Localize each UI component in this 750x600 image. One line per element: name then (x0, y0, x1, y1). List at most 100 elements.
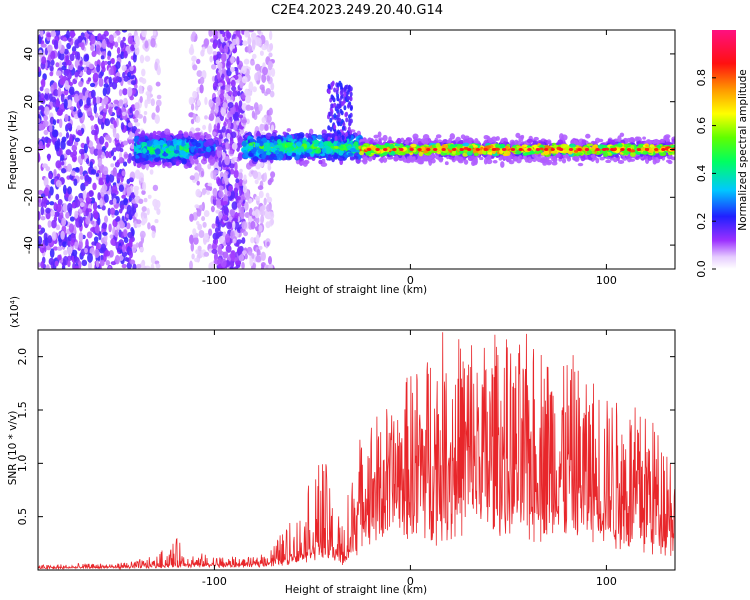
spectrogram-cell (57, 40, 62, 51)
spectrogram-cell (118, 89, 123, 97)
spectrogram-cell (101, 33, 107, 40)
spectrogram-cell (49, 71, 54, 77)
spectrogram-cell (107, 207, 111, 217)
spectrogram-cell (69, 53, 75, 62)
spectrogram-cell (104, 141, 109, 148)
spectrogram-cell (222, 102, 228, 110)
spectrogram-cell (199, 76, 205, 85)
spectrogram-cell (88, 30, 95, 33)
spectrogram-cell (196, 99, 201, 107)
spectrogram-cell (49, 201, 55, 206)
spectrogram-cell (77, 64, 81, 75)
spectrogram-cell (270, 82, 275, 91)
spectrogram-cell (66, 202, 73, 213)
spectrogram-cell (97, 157, 103, 167)
spectrogram-cell (183, 132, 189, 138)
spectrogram-cell (120, 122, 125, 131)
spectrogram-cell (147, 222, 151, 230)
spectrogram-cell (95, 44, 101, 55)
spectrogram-cell (90, 89, 96, 99)
spectrogram-cell (118, 108, 122, 115)
spectrogram-cell (227, 190, 232, 197)
spectrogram-cell (254, 208, 260, 219)
spectrogram-cell (224, 84, 231, 92)
spectrogram-cell (181, 158, 187, 165)
spectrogram-cell (188, 96, 194, 106)
spectrogram-cell (201, 188, 207, 196)
spectrogram-cell (93, 236, 99, 243)
spectrogram-cell (227, 119, 231, 129)
spectrogram-cell (54, 140, 61, 150)
spectrogram-cell (213, 54, 217, 61)
spectrogram-cell (62, 184, 67, 195)
spectrogram-cell (334, 106, 338, 112)
spectrogram-cell (108, 106, 113, 116)
spectrogram-cell (347, 126, 351, 132)
spectrogram-cell (347, 103, 350, 109)
spectrogram-cell (104, 250, 110, 257)
spectrogram-cell (82, 95, 87, 101)
spectrogram-cell (116, 46, 121, 55)
spectrogram-cell (275, 150, 280, 154)
spectrogram-cell (208, 262, 213, 269)
spectrogram-cell (136, 223, 142, 228)
spectrogram-cell (197, 148, 202, 154)
spectrogram-cell (139, 77, 145, 83)
spectrogram-cell (191, 55, 197, 62)
spectrogram-cell (230, 253, 235, 262)
spectrogram-cell (89, 82, 96, 88)
spectrogram-cell (43, 115, 49, 121)
spectrogram-cell (244, 253, 248, 260)
spectrogram-cell (152, 184, 159, 192)
spectrogram-cell (237, 152, 243, 161)
spectrogram-cell (66, 30, 71, 40)
spectrogram-cell (113, 99, 120, 105)
spectrogram-cell (123, 153, 130, 159)
spectrogram-cell (94, 60, 98, 67)
spectrogram-cell (265, 221, 271, 229)
spectrogram-cell (79, 60, 83, 67)
spectrogram-cell (218, 190, 224, 198)
spectrogram-cell (122, 111, 126, 117)
spectrogram-cell (61, 65, 67, 71)
spectrogram-cell (141, 30, 147, 38)
spectrogram-cell (215, 198, 221, 208)
spectrogram-cell (339, 108, 343, 114)
spectrogram-cell (210, 205, 215, 213)
spectrogram-cell (190, 159, 195, 165)
spectrogram-cell (254, 195, 261, 201)
spectrogram-cell (175, 161, 180, 166)
spectrogram-cell (150, 255, 157, 265)
spectrogram-cell (561, 158, 567, 164)
spectrogram-cell (136, 219, 142, 225)
spectrogram-cell (55, 203, 62, 213)
spectrogram-cell (254, 216, 260, 224)
spectrogram-cell (122, 36, 126, 42)
spectrogram-cell (78, 80, 84, 88)
spectrogram-cell (193, 172, 200, 182)
spectrogram-cell (94, 112, 99, 118)
spectrogram-cell (101, 222, 108, 230)
spectrogram-cell (120, 231, 124, 239)
spectrogram-cell (139, 230, 146, 239)
spectrogram-cell (118, 184, 125, 193)
spectrogram-cell (189, 175, 195, 181)
spectrogram-cell (74, 241, 79, 250)
spectrogram-cell (47, 235, 53, 244)
spectrogram-cell (127, 231, 133, 239)
spectrogram-cell (223, 45, 229, 54)
spectrogram-cell (79, 165, 84, 176)
spectrogram-cell (133, 203, 139, 209)
spectrogram-cell (228, 90, 233, 96)
spectrogram-cell (40, 216, 46, 221)
spectrogram-cell (38, 230, 43, 235)
spectrogram-cell (232, 90, 238, 97)
spectrogram-cell (215, 59, 220, 65)
spectrogram-cell (112, 167, 118, 177)
spectrogram-cell (546, 140, 552, 145)
spectrogram-cell (149, 163, 155, 168)
spectrogram-cell (266, 241, 270, 247)
spectrogram-cell (134, 212, 138, 218)
spectrogram-cell (45, 207, 51, 214)
spectrogram-cell (595, 157, 600, 164)
